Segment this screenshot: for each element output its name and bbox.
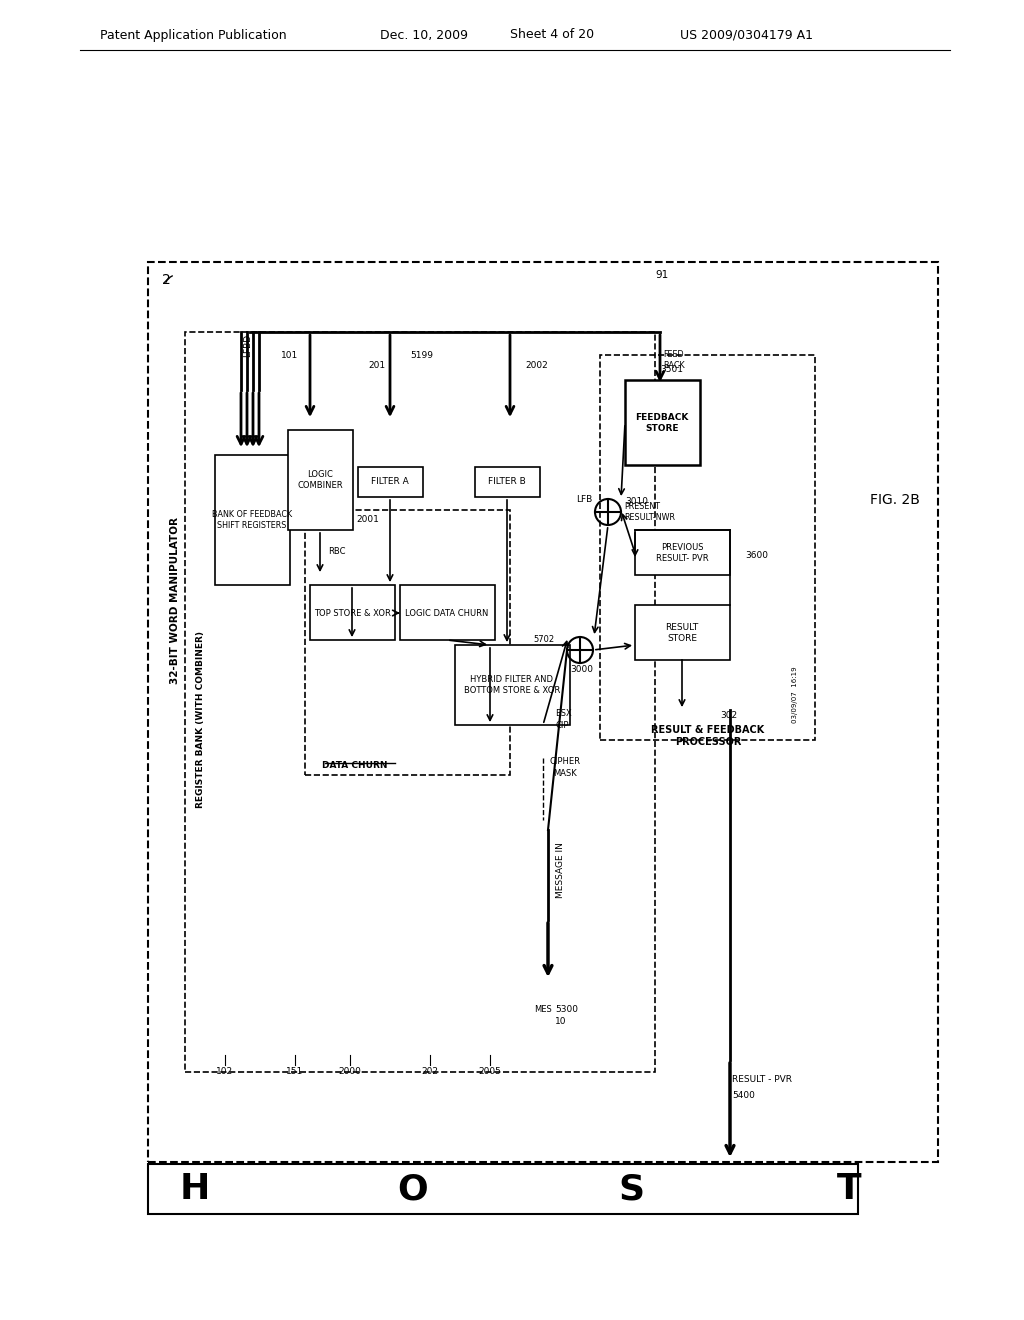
Text: S: S [617,1172,644,1206]
Text: 5199: 5199 [410,351,433,359]
Text: LOGIC
COMBINER: LOGIC COMBINER [297,470,343,490]
Text: Dec. 10, 2009: Dec. 10, 2009 [380,29,468,41]
Text: 5702: 5702 [534,635,555,644]
Text: 3600: 3600 [745,550,768,560]
Bar [148,1164,858,1214]
Text: US 2009/0304179 A1: US 2009/0304179 A1 [680,29,813,41]
Bar [215,455,290,585]
Text: DATA CHURN: DATA CHURN [323,762,388,771]
Text: BSX: BSX [555,709,571,718]
Text: 151: 151 [287,1068,304,1077]
Text: CIP: CIP [555,721,568,730]
Bar [310,585,395,640]
Text: MASK: MASK [553,768,577,777]
Text: FIG. 2B: FIG. 2B [870,492,920,507]
Bar [185,333,655,1072]
Text: 3000: 3000 [570,665,593,675]
Text: 302: 302 [720,710,737,719]
Text: LOGIC DATA CHURN: LOGIC DATA CHURN [406,609,488,618]
Text: TOP STORE & XOR: TOP STORE & XOR [313,609,390,618]
Text: LFBD: LFBD [244,334,253,356]
Text: 2005: 2005 [478,1068,502,1077]
Bar [148,261,938,1162]
Text: 3010: 3010 [625,498,648,507]
Text: 2000: 2000 [339,1068,361,1077]
Text: 201: 201 [368,360,385,370]
Text: RESULT - PVR: RESULT - PVR [732,1076,792,1085]
Bar [635,531,730,576]
Text: PREVIOUS
RESULT- PVR: PREVIOUS RESULT- PVR [655,544,709,562]
Text: O: O [397,1172,428,1206]
Bar [475,467,540,498]
Text: BANK OF FEEDBACK
SHIFT REGISTERS: BANK OF FEEDBACK SHIFT REGISTERS [212,511,292,529]
Text: 202: 202 [422,1068,438,1077]
Text: RBC: RBC [328,548,345,557]
Text: 2: 2 [162,273,171,286]
Text: PROCESSOR: PROCESSOR [675,737,741,747]
Bar [305,510,510,775]
Text: 5300: 5300 [555,1006,578,1015]
Text: FEED
BACK: FEED BACK [663,350,685,370]
Text: Patent Application Publication: Patent Application Publication [100,29,287,41]
Text: 03/09/07  16:19: 03/09/07 16:19 [792,667,798,723]
Text: 2001: 2001 [356,516,380,524]
Text: 101: 101 [281,351,298,359]
Text: 10: 10 [555,1018,566,1027]
Text: CIPHER: CIPHER [550,758,581,767]
Bar [288,430,353,531]
Text: FILTER A: FILTER A [371,478,409,487]
Text: Sheet 4 of 20: Sheet 4 of 20 [510,29,594,41]
Bar [635,605,730,660]
Text: 2002: 2002 [525,360,548,370]
Text: FEEDBACK
STORE: FEEDBACK STORE [635,413,689,433]
Text: H: H [180,1172,210,1206]
Text: MESSAGE IN: MESSAGE IN [556,842,565,898]
Bar [358,467,423,498]
Text: RESULT & FEEDBACK: RESULT & FEEDBACK [651,725,765,735]
Bar [625,380,700,465]
Text: 32-BIT WORD MANIPULATOR: 32-BIT WORD MANIPULATOR [170,516,180,684]
Text: FILTER B: FILTER B [488,478,526,487]
Bar [455,645,570,725]
Text: LFB: LFB [575,495,592,504]
Bar [600,355,815,741]
Text: 3501: 3501 [660,366,683,375]
Text: 5400: 5400 [732,1090,755,1100]
Text: RESULT
STORE: RESULT STORE [666,623,698,643]
Text: MES: MES [535,1006,552,1015]
Text: 91: 91 [655,271,669,280]
Text: REGISTER BANK (WITH COMBINER): REGISTER BANK (WITH COMBINER) [196,631,205,808]
Bar [400,585,495,640]
Text: HYBRID FILTER AND
BOTTOM STORE & XOR: HYBRID FILTER AND BOTTOM STORE & XOR [464,676,560,694]
Text: T: T [837,1172,861,1206]
Text: PRESENT
RESULT-NWR: PRESENT RESULT-NWR [624,503,675,521]
Text: 102: 102 [216,1068,233,1077]
